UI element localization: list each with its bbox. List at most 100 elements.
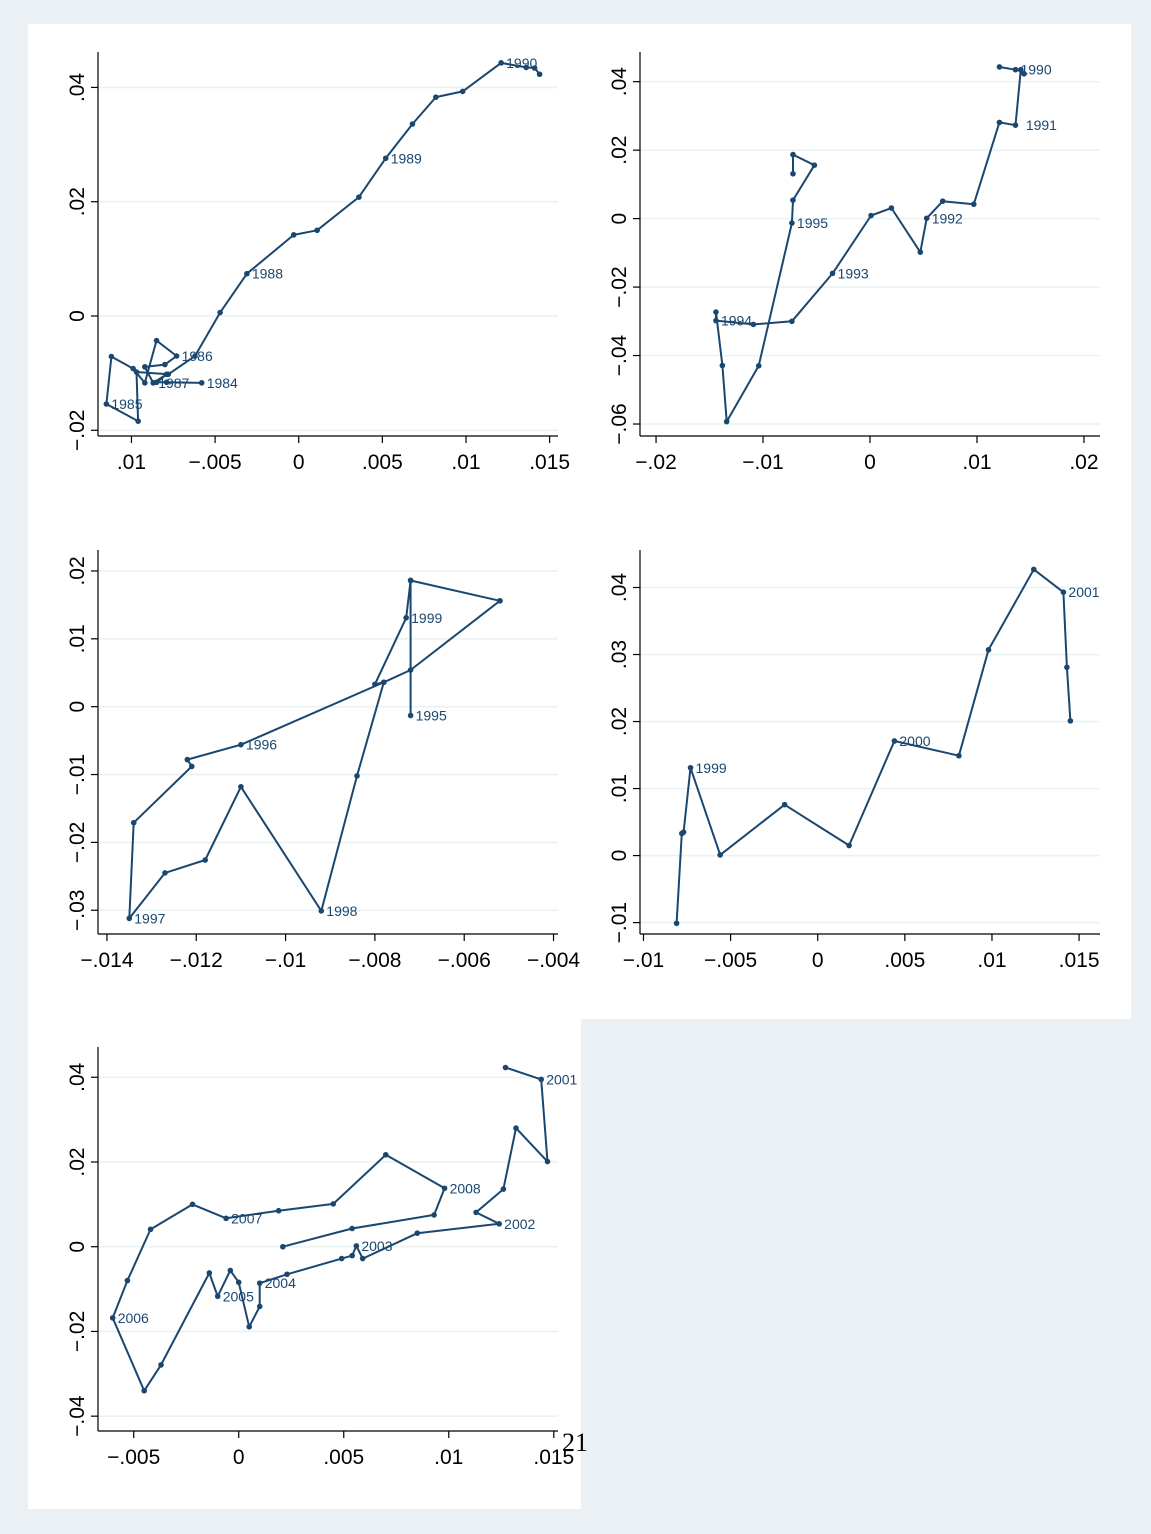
y-tick-label: −.02 [66,822,89,863]
data-point [917,249,924,255]
data-point [498,60,504,66]
data-point [130,819,137,826]
x-tick-label: .02 [1069,451,1098,474]
year-label: 2001 [1068,584,1099,600]
data-point [163,379,170,386]
y-tick-label: −.02 [66,1311,89,1352]
year-label: 1986 [182,348,213,364]
data-point [1018,66,1024,73]
data-point [496,1221,502,1227]
data-point [354,773,360,779]
data-point [713,309,719,315]
year-label: 1999 [411,610,442,626]
data-point [441,1185,448,1192]
data-point [680,829,687,835]
data-point [687,764,694,771]
data-point [719,362,726,369]
data-point [284,1271,290,1278]
year-label: 1984 [207,375,238,391]
chart-1995-1999: −.03 −.02 −.01 0 .01 .02 −.014 −.012 −.01 −.008 −.… [66,550,580,972]
data-point [403,614,409,621]
chart-1990-1995: −.06 −.04 −.02 0 .02 .04 −.02 −.01 0 .01 .02 1990 19… [608,52,1100,474]
data-point [214,1293,221,1300]
x-tick-label: .015 [533,1446,574,1469]
data-point [750,321,757,328]
data-point [256,1303,263,1310]
x-tick-label: −.01 [742,451,783,474]
data-point [789,220,795,226]
data-point [133,369,140,375]
y-tick-label: 0 [66,701,89,713]
chart-1999-2001: −.01 0 .01 .02 .03 .04 −.01 −.005 0 .005 .01 .015 19… [608,550,1100,972]
x-tick-label: −.005 [189,451,242,474]
data-point [382,155,389,162]
x-tick-label: 0 [233,1446,245,1469]
x-tick-label: −.014 [80,949,133,972]
data-point [372,681,378,688]
data-point [103,401,110,407]
x-tick-label: 0 [864,451,876,474]
x-tick-label: .005 [323,1446,364,1469]
data-point [353,1243,360,1249]
data-point [275,1207,282,1214]
data-point [142,380,148,386]
data-point [1021,71,1027,77]
data-point [349,1252,355,1259]
data-point [173,353,180,359]
y-tick-label: .02 [608,707,631,736]
data-point [217,309,223,316]
x-tick-label: .005 [884,949,925,972]
data-point [1012,122,1019,128]
series-line [715,66,1025,423]
year-label: 1985 [111,396,142,412]
x-tick-label: −.01 [265,949,306,972]
data-point [135,418,141,424]
year-label: 2004 [265,1275,296,1291]
x-tick-label: −.005 [107,1446,160,1469]
year-label: 2008 [450,1180,481,1196]
data-point [409,121,416,127]
chart-2001-2008: −.04 −.02 0 .02 .04 −.005 0 .005 .01 .015 2001 2002… [66,1047,578,1469]
data-point [1067,718,1074,724]
data-point [330,1201,337,1207]
y-tick-label: .02 [66,187,89,216]
data-point [142,364,148,370]
data-point [188,763,195,770]
y-tick-label: −.02 [66,410,89,451]
data-point [1064,664,1070,671]
x-tick-label: .01 [451,451,480,474]
year-label: 1996 [246,737,277,753]
x-tick-label: −.012 [170,949,223,972]
y-tick-label: 0 [608,213,631,225]
data-point [130,365,136,372]
data-point [407,712,414,719]
data-point [318,908,325,914]
x-tick-label: 0 [812,949,824,972]
y-tick-label: .04 [66,73,89,103]
data-point [314,227,320,234]
series-line [128,579,501,920]
data-point [497,598,503,604]
data-point [198,380,205,386]
x-tick-label: −.004 [527,949,580,972]
data-point [223,1215,229,1222]
x-tick-label: .01 [117,451,146,474]
y-tick-label: −.04 [608,335,631,377]
data-point [338,1255,345,1262]
data-point [238,783,244,790]
data-point [359,1255,366,1262]
data-point [790,197,796,203]
year-label: 1997 [134,910,165,926]
y-tick-label: .04 [608,67,631,97]
page-number: 21 [562,1428,588,1457]
year-label: 1990 [506,55,537,71]
y-tick-label: .01 [608,774,631,803]
data-point [1030,566,1037,573]
data-point [192,353,198,359]
y-tick-label: .04 [608,573,631,603]
data-point [433,94,439,100]
x-tick-label: −.01 [623,949,664,972]
data-point [165,371,172,378]
data-point [717,852,723,858]
data-point [431,1212,437,1218]
